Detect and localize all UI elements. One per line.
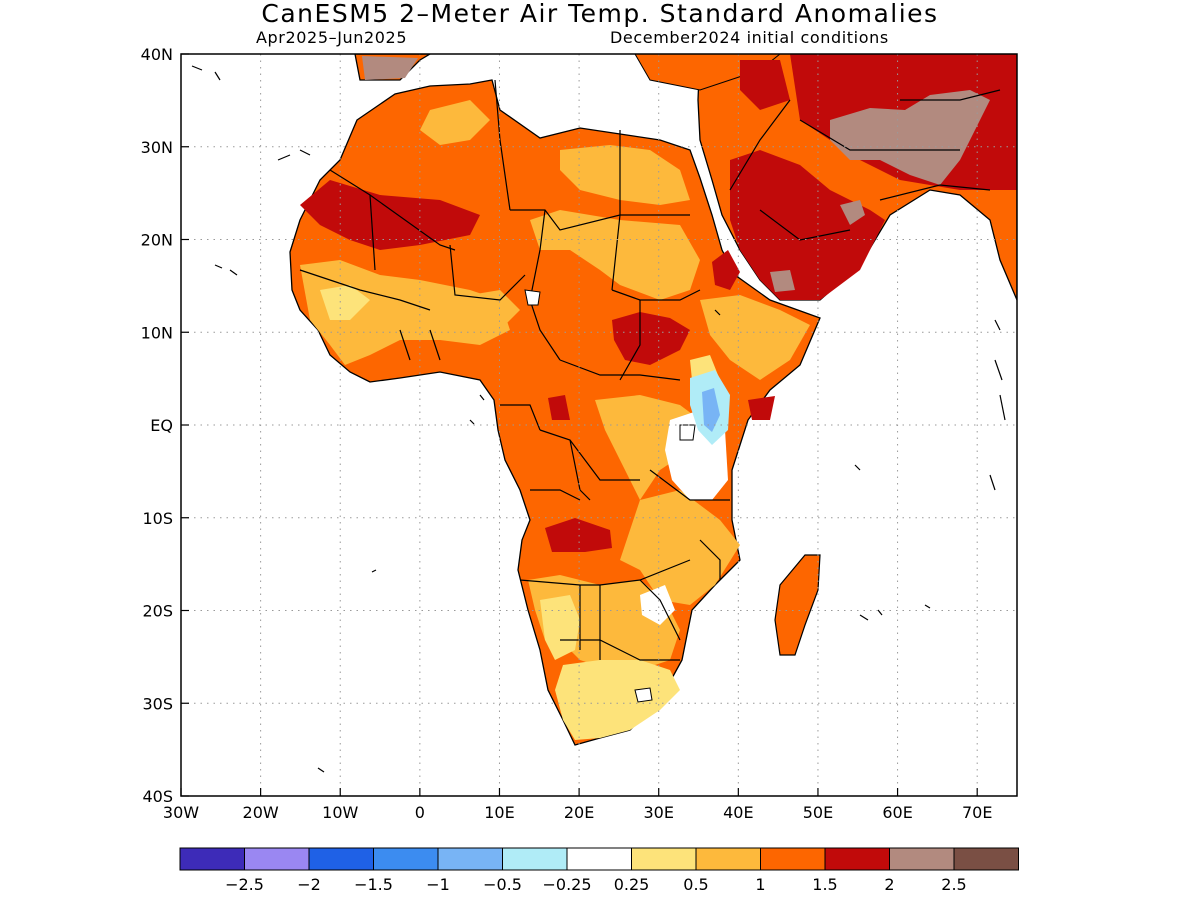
valid-period: Apr2025–Jun2025 bbox=[256, 28, 408, 47]
lon-tick-label: 10E bbox=[484, 803, 514, 822]
colorbar-swatch bbox=[566, 847, 632, 871]
lat-tick-label: 40S bbox=[142, 787, 173, 806]
lon-tick-label: 30W bbox=[163, 803, 199, 822]
colorbar-swatch bbox=[179, 847, 245, 871]
lon-tick-label: 20E bbox=[564, 803, 594, 822]
lat-tick-label: 30N bbox=[141, 138, 173, 157]
lat-tick-label: 30S bbox=[142, 694, 173, 713]
colorbar-label: −0.5 bbox=[483, 875, 522, 894]
islands bbox=[191, 65, 1006, 773]
lat-tick-label: 10S bbox=[142, 509, 173, 528]
colorbar-swatch bbox=[695, 847, 761, 871]
lon-tick-label: 0 bbox=[415, 803, 425, 822]
longitude-axis: 30W 20W 10W 0 10E 20E 30E 40E 50E 60E 70E bbox=[163, 788, 992, 822]
colorbar-swatch bbox=[760, 847, 826, 871]
lon-tick-label: 30E bbox=[643, 803, 673, 822]
lon-tick-label: 10W bbox=[322, 803, 358, 822]
map-fill bbox=[191, 54, 1017, 773]
colorbar-label: −0.25 bbox=[542, 875, 591, 894]
colorbar: −2.5 −2 −1.5 −1 −0.5 −0.25 0.25 0.5 1 1.5 2 2.5 bbox=[179, 847, 1019, 894]
colorbar-label: −2.5 bbox=[225, 875, 264, 894]
lat-tick-label: 20S bbox=[142, 602, 173, 621]
lat-tick-label: 40N bbox=[141, 45, 173, 64]
colorbar-swatch bbox=[953, 847, 1019, 871]
lon-tick-label: 50E bbox=[803, 803, 833, 822]
colorbar-swatch bbox=[308, 847, 374, 871]
colorbar-swatch bbox=[824, 847, 890, 871]
colorbar-label: 2.5 bbox=[941, 875, 966, 894]
lon-tick-label: 60E bbox=[882, 803, 912, 822]
colorbar-label: 0.25 bbox=[614, 875, 650, 894]
map-title: CanESM5 2–Meter Air Temp. Standard Anoma… bbox=[261, 0, 939, 28]
lat-tick-label: 10N bbox=[141, 323, 173, 342]
colorbar-label: −1 bbox=[426, 875, 450, 894]
madagascar bbox=[774, 554, 821, 656]
colorbar-swatch bbox=[631, 847, 697, 871]
colorbar-label: −2 bbox=[297, 875, 321, 894]
colorbar-swatch bbox=[244, 847, 310, 871]
grid-lines bbox=[181, 54, 1017, 796]
colorbar-label: 1 bbox=[755, 875, 765, 894]
lon-tick-label: 20W bbox=[243, 803, 279, 822]
lat-tick-label: 20N bbox=[141, 231, 173, 250]
colorbar-swatch bbox=[889, 847, 955, 871]
colorbar-label: 1.5 bbox=[812, 875, 837, 894]
colorbar-label: 2 bbox=[884, 875, 894, 894]
initial-conditions: December2024 initial conditions bbox=[610, 28, 889, 47]
colorbar-swatch bbox=[437, 847, 503, 871]
colorbar-label: −1.5 bbox=[354, 875, 393, 894]
latitude-axis: 40N 30N 20N 10N EQ 10S 20S 30S 40S bbox=[141, 45, 189, 806]
country-borders bbox=[299, 79, 1001, 661]
colorbar-swatch bbox=[502, 847, 568, 871]
lon-tick-label: 70E bbox=[962, 803, 992, 822]
lat-tick-label: EQ bbox=[150, 416, 173, 435]
colorbar-label: 0.5 bbox=[683, 875, 708, 894]
lon-tick-label: 40E bbox=[723, 803, 753, 822]
colorbar-swatch bbox=[373, 847, 439, 871]
